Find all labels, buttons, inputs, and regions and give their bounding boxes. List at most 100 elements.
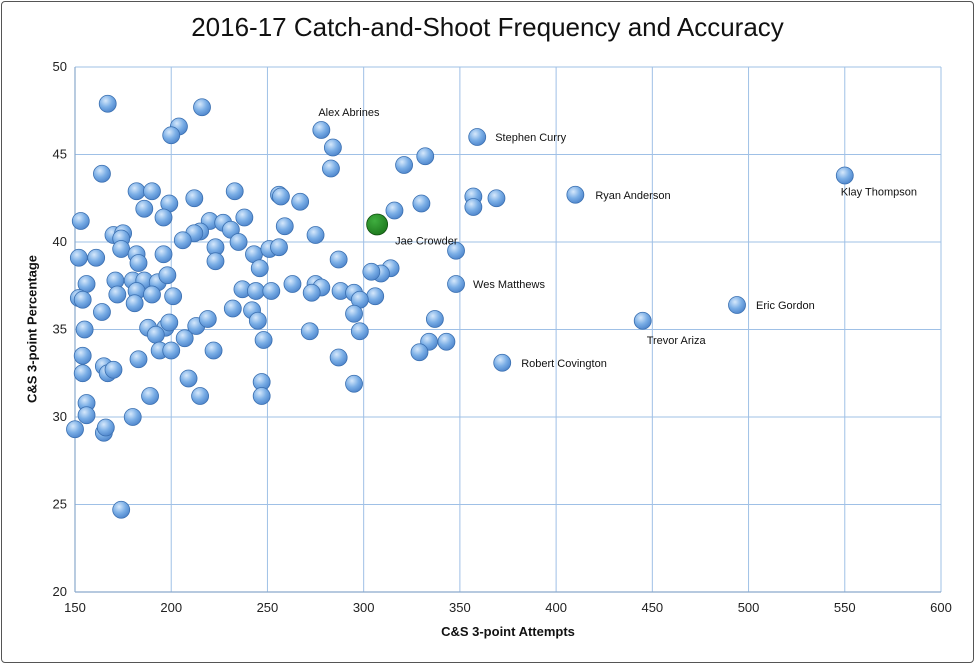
data-point	[162, 126, 181, 145]
data-point	[96, 418, 115, 437]
data-point	[112, 240, 131, 258]
x-tick-label: 350	[449, 600, 471, 615]
y-tick-label: 35	[53, 322, 67, 337]
data-point	[262, 282, 281, 300]
data-point	[395, 156, 413, 174]
data-point	[104, 360, 123, 379]
data-point	[437, 332, 456, 351]
data-point	[162, 341, 181, 360]
data-point	[254, 331, 273, 349]
data-point	[123, 408, 142, 426]
y-tick-label: 45	[53, 147, 67, 162]
point-annotation: Klay Thompson	[841, 187, 917, 199]
x-tick-label: 550	[834, 600, 856, 615]
data-point	[154, 245, 173, 264]
data-point	[487, 189, 506, 208]
data-point	[322, 159, 340, 178]
data-point	[246, 282, 265, 300]
data-point	[173, 231, 192, 250]
data-point	[300, 322, 319, 341]
data-point	[225, 182, 244, 201]
data-point	[129, 350, 148, 369]
data-point	[302, 283, 321, 302]
x-tick-label: 300	[353, 600, 375, 615]
data-point	[127, 182, 146, 201]
data-point	[71, 212, 90, 230]
y-tick-label: 30	[53, 409, 67, 424]
data-point	[164, 287, 183, 306]
x-tick-label: 200	[160, 600, 182, 615]
x-tick-label: 400	[545, 600, 567, 615]
point-annotation: Stephen Curry	[495, 132, 566, 144]
data-point	[75, 320, 94, 339]
highlight-annotation: Jae Crowder	[395, 236, 458, 248]
data-point	[385, 201, 404, 220]
data-point	[329, 348, 348, 367]
y-tick-label: 50	[53, 59, 67, 74]
point-annotation: Eric Gordon	[756, 300, 815, 312]
data-point	[204, 341, 223, 360]
data-point	[252, 387, 271, 405]
data-point	[191, 387, 209, 405]
data-point	[250, 259, 269, 278]
y-tick-label: 25	[53, 497, 67, 512]
x-tick-label: 500	[738, 600, 760, 615]
data-point	[412, 194, 431, 213]
data-point	[108, 285, 127, 304]
data-point	[272, 187, 290, 206]
point-annotations: Alex Abrines Stephen Curry Ryan Anderson Kl…	[318, 107, 917, 370]
labeled-data-point	[728, 296, 746, 314]
x-tick-label: 450	[641, 600, 663, 615]
x-tick-label: 600	[930, 600, 952, 615]
point-annotation: Wes Matthews	[473, 279, 545, 291]
labeled-data-point	[566, 185, 585, 204]
chart-title: 2016-17 Catch-and-Shoot Frequency and Ac…	[191, 12, 784, 42]
labeled-data-point	[312, 121, 331, 139]
data-point	[366, 287, 385, 306]
y-axis-label: C&S 3-point Percentage	[24, 254, 40, 404]
labeled-data-point	[468, 128, 487, 146]
data-point	[135, 199, 154, 218]
highlight-data-point	[366, 213, 389, 236]
data-point	[129, 254, 148, 272]
point-annotation: Trevor Ariza	[647, 335, 707, 347]
data-point	[141, 387, 159, 405]
data-point	[175, 329, 194, 348]
data-point	[306, 226, 325, 244]
data-point	[283, 275, 302, 293]
data-point	[350, 322, 369, 341]
data-point	[69, 248, 88, 267]
x-tick-label: 150	[64, 600, 86, 615]
data-point	[73, 346, 92, 365]
data-point	[425, 310, 444, 328]
data-point	[146, 325, 165, 344]
data-point	[235, 208, 254, 227]
point-annotation: Robert Covington	[521, 358, 607, 370]
data-point	[185, 189, 204, 208]
data-point	[198, 310, 217, 328]
data-point	[410, 343, 429, 362]
tick-labels: 150 200 250 300 350 400 450 500 550 600 20 25 30 35 40…	[53, 59, 952, 615]
data-point	[179, 369, 198, 388]
data-point	[66, 420, 84, 439]
point-annotation: Alex Abrines	[318, 107, 380, 119]
y-tick-label: 40	[53, 234, 67, 249]
data-point	[362, 262, 381, 281]
data-point	[229, 233, 248, 251]
data-point	[73, 364, 92, 383]
data-point	[73, 290, 92, 309]
data-point	[193, 98, 211, 117]
data-point	[223, 299, 242, 318]
data-point	[125, 294, 144, 313]
data-point	[143, 182, 161, 201]
data-point	[291, 192, 310, 211]
data-point	[248, 311, 267, 330]
labeled-data-point	[493, 353, 512, 372]
data-point	[87, 248, 106, 267]
data-point	[143, 285, 161, 304]
point-annotation: Ryan Anderson	[595, 190, 670, 202]
data-point	[77, 406, 96, 425]
data-point	[112, 500, 131, 519]
data-point	[275, 217, 294, 236]
